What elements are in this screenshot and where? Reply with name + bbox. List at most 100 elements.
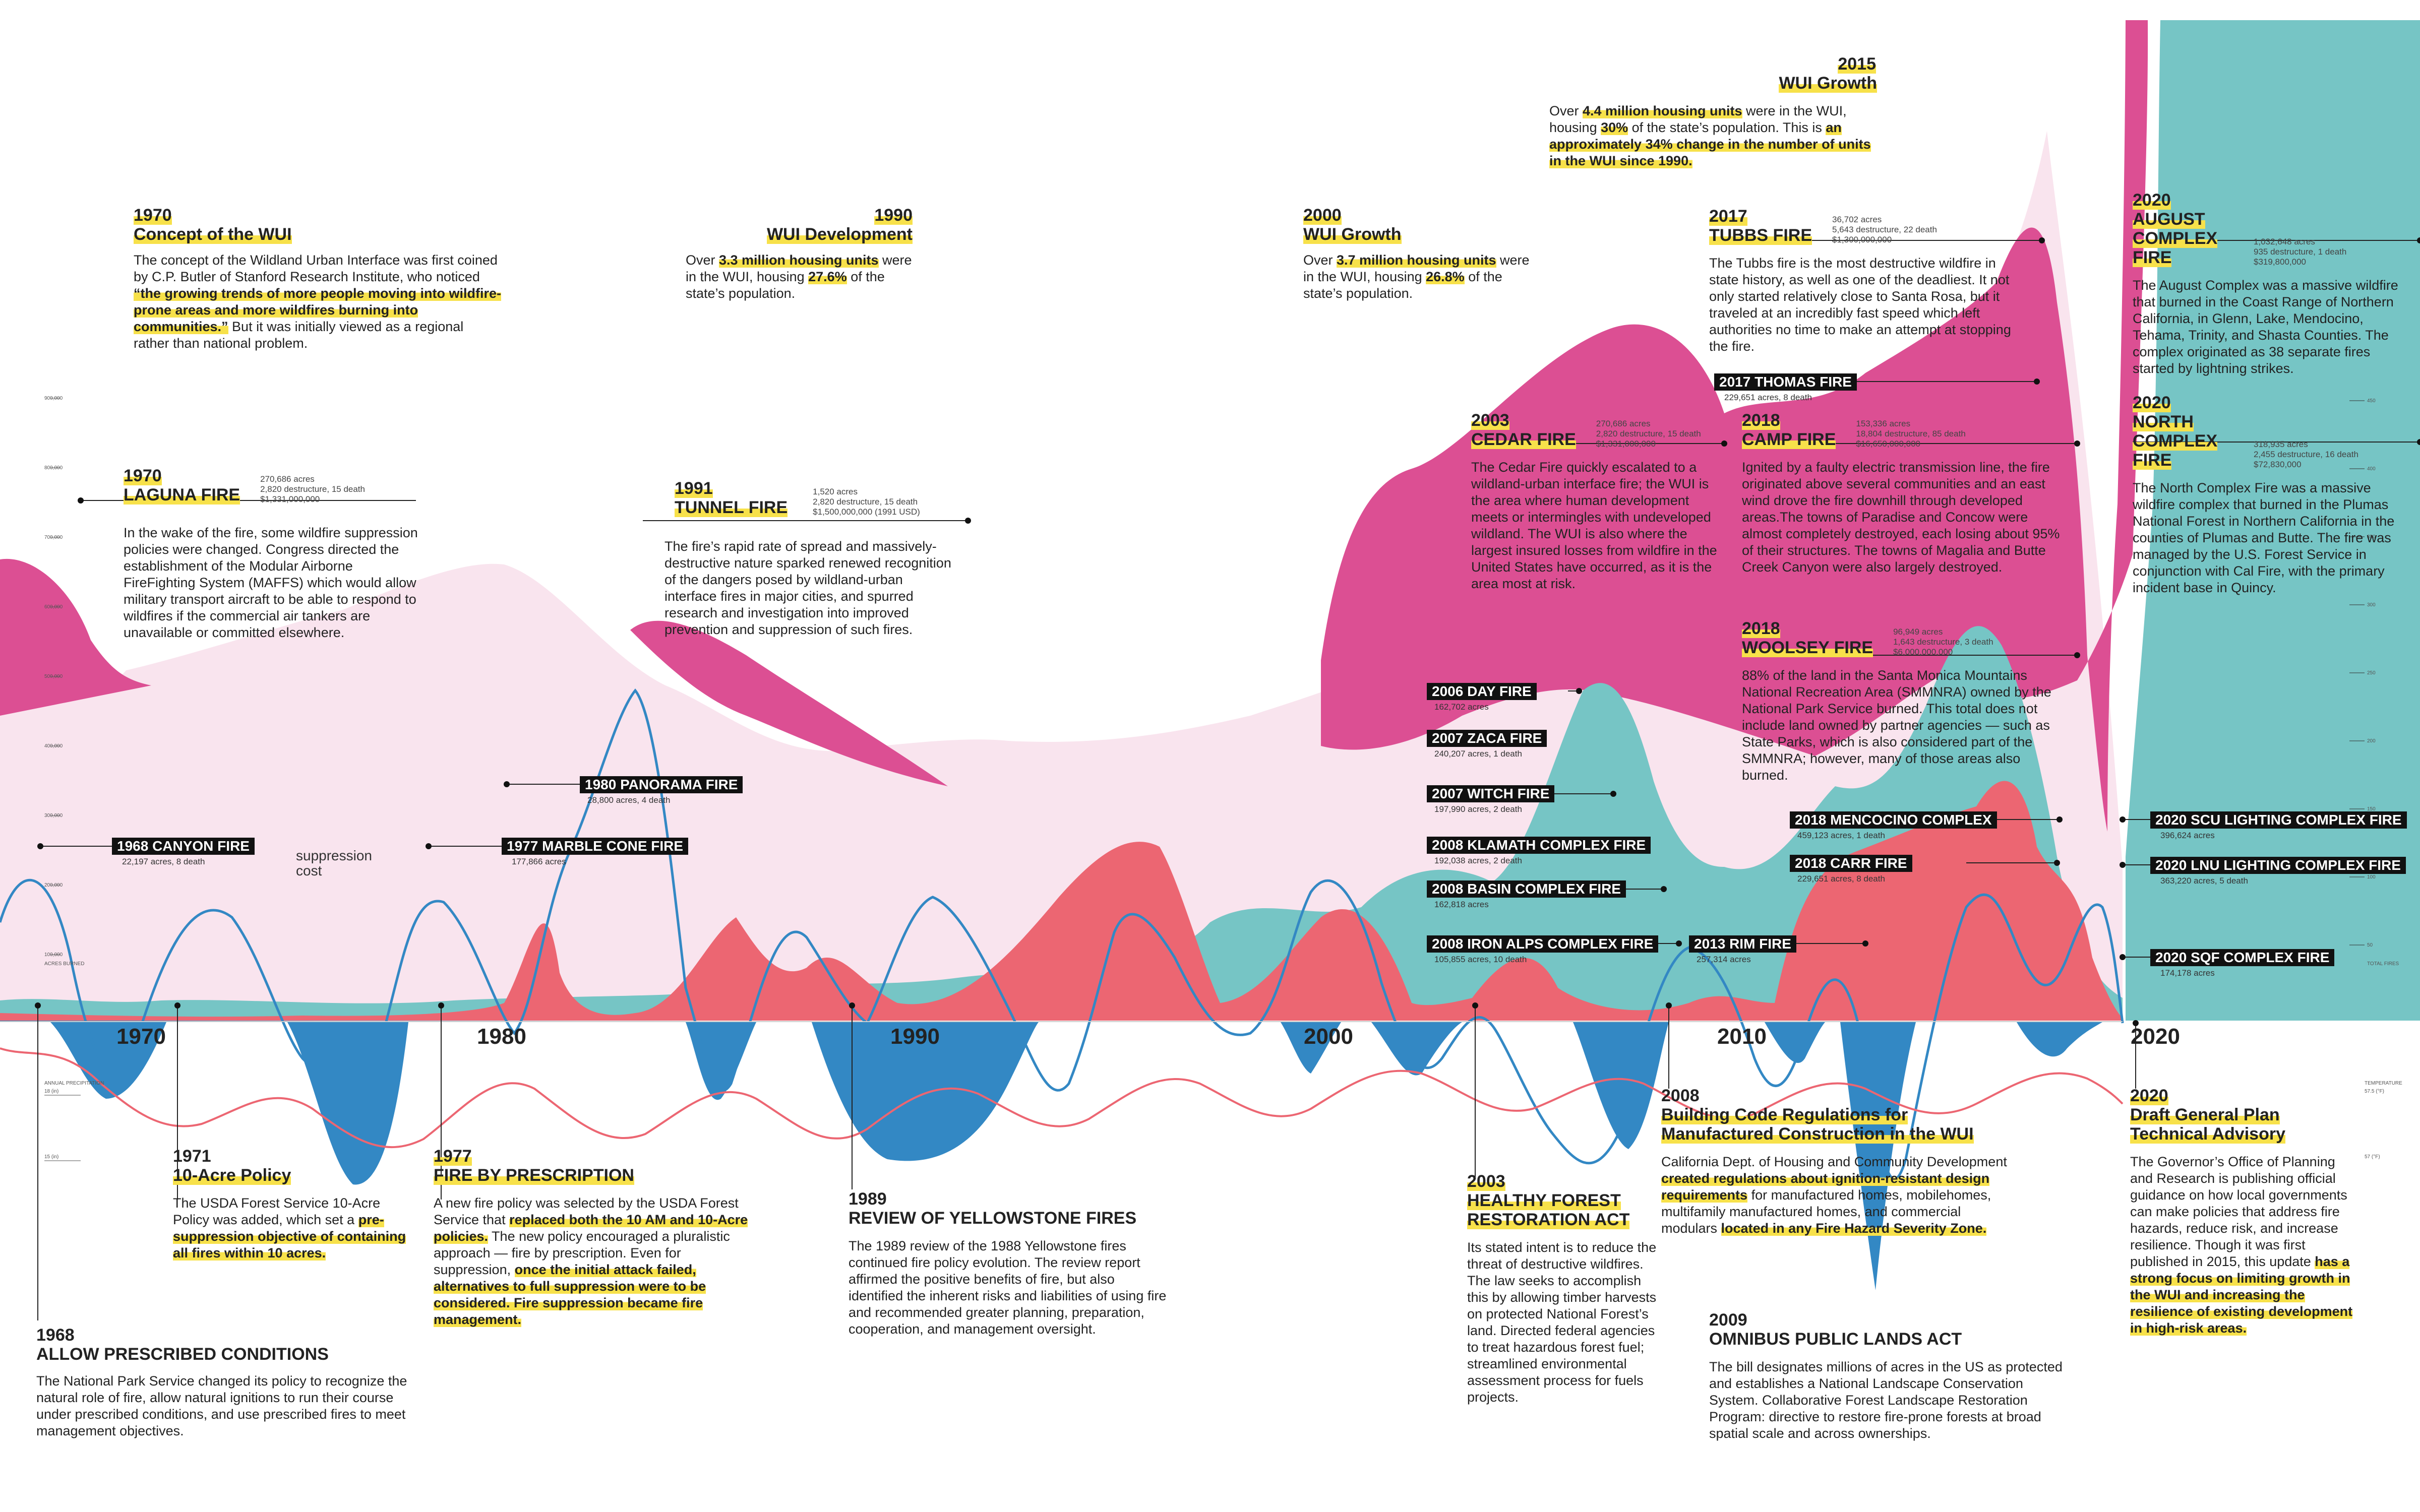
wui-2000-block: 2000 WUI Growth Over 3.7 million housing… [1303, 206, 1530, 302]
right-scale-tick-label: 300 [2367, 602, 2376, 608]
connector-dot-9 [426, 843, 432, 849]
fire-tunnel-body: The fire’s rapid rate of spread and mass… [664, 539, 951, 637]
connector-dot-18 [2034, 379, 2040, 385]
fire-north: 2020 NORTH COMPLEX FIRE 318,935 acres 2,4… [2133, 393, 2405, 596]
policy-1977-title: FIRE BY PRESCRIPTION [434, 1166, 634, 1185]
policy-1989: 1989 REVIEW OF YELLOWSTONE FIRES The 198… [849, 1189, 1171, 1338]
policy-1971-year: 1971 [173, 1147, 211, 1166]
left-scale-tick-label: 700,000 [44, 535, 63, 540]
fire-tunnel-stats: 1,520 acres 2,820 destructure, 15 death $1… [813, 487, 920, 517]
policy-2020-year: 2020 [2130, 1086, 2168, 1105]
tag-panorama-sub: 28,800 acres, 4 death [587, 795, 671, 805]
right-scale-tick-label: 50 [2367, 942, 2373, 948]
tag-zaca-sub: 240,207 acres, 1 death [1434, 749, 1522, 759]
policy-2003-body: Its stated intent is to reduce the threa… [1467, 1240, 1657, 1405]
teal-area-main [0, 626, 2123, 1021]
policy-leader-dot-1 [174, 1002, 180, 1009]
connector-dot-23 [2120, 954, 2126, 960]
policy-1968: 1968 ALLOW PRESCRIBED CONDITIONS The Nat… [36, 1326, 409, 1439]
policy-1989-year: 1989 [849, 1189, 887, 1209]
tag-thomas-sub: 229,651 acres, 8 death [1724, 393, 1812, 402]
policy-leader-dot-6 [2133, 1020, 2139, 1026]
policy-2008-year: 2008 [1661, 1086, 1700, 1105]
policy-leader-dot-2 [438, 1002, 444, 1009]
connector-dot-6 [2417, 237, 2420, 243]
policy-1977: 1977 FIRE BY PRESCRIPTION A new fire pol… [434, 1147, 756, 1328]
fire-tubbs-body: The Tubbs fire is the most destructive w… [1709, 256, 2011, 354]
left-scale-title: ACRES BURNED [44, 961, 84, 967]
tag-carr-sub: 229,651 acres, 8 death [1797, 874, 1885, 884]
connector-dot-19 [2056, 816, 2063, 823]
wui-1990-block: 1990 WUI Development Over 3.3 million ho… [686, 206, 913, 302]
fire-laguna-year: 1970 [124, 466, 162, 485]
policy-1971: 1971 10-Acre Policy The USDA Forest Serv… [173, 1147, 415, 1262]
connector-dot-3 [2039, 237, 2045, 243]
fire-north-stats: 318,935 acres 2,455 destructure, 16 death… [2254, 439, 2358, 469]
wui-1990-year: 1990 [874, 206, 913, 225]
fire-camp-year: 2018 [1742, 411, 1780, 430]
connector-dot-8 [37, 843, 43, 849]
suppression-cost-label: suppression cost [296, 848, 372, 878]
blue-line [0, 688, 2124, 1180]
tag-canyon: 1968 CANYON FIRE [112, 838, 255, 855]
wui-2015-year: 2015 [1838, 54, 1876, 74]
wui-2000-body: Over 3.7 million housing units were in t… [1303, 253, 1530, 301]
fire-tubbs: 2017 TUBBS FIRE 36,702 acres 5,643 destru… [1709, 207, 2032, 355]
fire-tubbs-year: 2017 [1709, 207, 1747, 226]
policy-1989-body: The 1989 review of the 1988 Yellowstone … [849, 1238, 1167, 1337]
tag-ironalps-sub: 105,855 acres, 10 death [1434, 955, 1527, 964]
wui-2000-title: WUI Growth [1303, 225, 1402, 244]
left-scale-tick-label: 400,000 [44, 743, 63, 749]
fire-camp-body: Ignited by a faulty electric transmissio… [1742, 460, 2060, 575]
left-scale-tick-label: 600,000 [44, 604, 63, 610]
fire-laguna-body: In the wake of the fire, some wildfire s… [124, 525, 418, 640]
policy-2020: 2020 Draft General Plan Technical Adviso… [2130, 1086, 2357, 1337]
policy-leader-dot-5 [1666, 1002, 1672, 1009]
tag-lnu: 2020 LNU LIGHTING COMPLEX FIRE [2150, 857, 2406, 874]
fire-august-year: 2020 [2133, 191, 2171, 210]
connector-dot-7 [2417, 439, 2420, 445]
policy-2020-title: Draft General Plan Technical Advisory [2130, 1105, 2285, 1144]
connector-dot-15 [1661, 886, 1667, 892]
fire-woolsey-year: 2018 [1742, 619, 1780, 638]
fire-woolsey-body: 88% of the land in the Santa Monica Moun… [1742, 668, 2051, 783]
fire-laguna: 1970 LAGUNA FIRE 270,686 acres 2,820 dest… [124, 466, 421, 641]
policy-1977-year: 1977 [434, 1147, 472, 1166]
fire-camp-name: CAMP FIRE [1742, 430, 1836, 449]
tag-klamath: 2008 KLAMATH COMPLEX FIRE [1427, 837, 1651, 854]
fire-cedar-stats: 270,686 acres 2,820 destructure, 15 death… [1596, 419, 1701, 449]
policy-2003-year: 2003 [1467, 1172, 1505, 1191]
tag-witch: 2007 WITCH FIRE [1427, 785, 1555, 802]
policy-2008-body: California Dept. of Housing and Communit… [1661, 1154, 2007, 1236]
wui-1970-block: 1970 Concept of the WUI The concept of t… [134, 206, 502, 352]
decade-label-1970: 1970 [116, 1024, 166, 1049]
decade-label-1990: 1990 [890, 1024, 940, 1049]
temp-tick-label: 57 (°F) [2365, 1154, 2380, 1160]
tag-sqf-sub: 174,178 acres [2160, 968, 2215, 978]
fire-camp: 2018 CAMP FIRE 153,336 acres 18,804 destr… [1742, 411, 2075, 576]
connector-dot-20 [2054, 860, 2060, 866]
fire-north-year: 2020 [2133, 393, 2171, 412]
fire-tubbs-name: TUBBS FIRE [1709, 226, 1812, 245]
policy-1977-body: A new fire policy was selected by the US… [434, 1195, 748, 1327]
policy-1968-title: ALLOW PRESCRIBED CONDITIONS [36, 1345, 329, 1364]
wui-2015-block: 2015 WUI Growth Over 4.4 million housing… [1549, 54, 1877, 169]
teal-area-right [2126, 20, 2420, 1021]
left-scale-tick-label: 800,000 [44, 465, 63, 471]
policy-2003: 2003 HEALTHY FOREST RESTORATION ACT Its … [1467, 1172, 1659, 1406]
coral-line [0, 1047, 2124, 1149]
policy-2009-body: The bill designates millions of acres in… [1709, 1359, 2063, 1441]
fire-laguna-stats: 270,686 acres 2,820 destructure, 15 death… [260, 474, 365, 504]
tag-rim-sub: 257,314 acres [1697, 955, 1751, 964]
left-scale-tick-label: 900,000 [44, 396, 63, 401]
fire-cedar-body: The Cedar Fire quickly escalated to a wi… [1471, 460, 1717, 591]
policy-1968-body: The National Park Service changed its po… [36, 1373, 407, 1438]
tag-canyon-sub: 22,197 acres, 8 death [122, 857, 205, 866]
tag-thomas: 2017 THOMAS FIRE [1714, 373, 1857, 391]
connector-dot-1 [965, 518, 971, 524]
fire-laguna-name: LAGUNA FIRE [124, 485, 240, 505]
policy-2009: 2009 OMNIBUS PUBLIC LANDS ACT The bill d… [1709, 1310, 2072, 1442]
tag-sqf: 2020 SQF COMPLEX FIRE [2150, 949, 2335, 966]
wui-2015-body: Over 4.4 million housing units were in t… [1549, 103, 1871, 168]
